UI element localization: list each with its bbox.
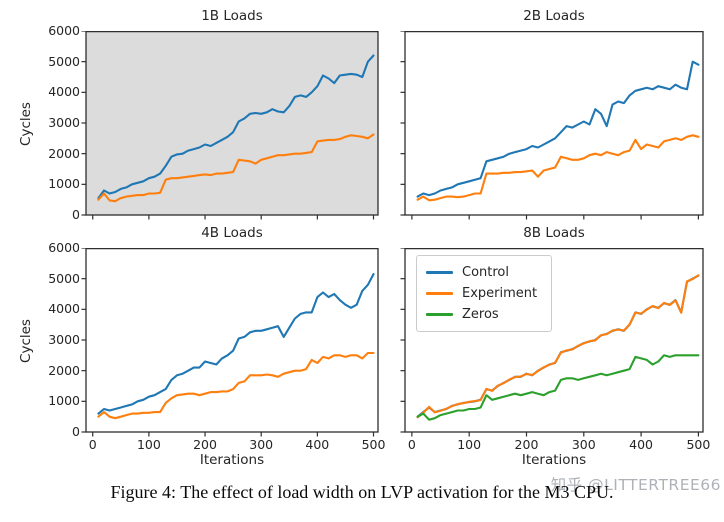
line-control [416, 60, 700, 198]
panel-title-8b: 8B Loads [523, 225, 585, 241]
legend-label-control: Control [462, 265, 509, 280]
y-tick-label: 6000 [48, 23, 80, 38]
y-tick-label: 1000 [48, 176, 80, 192]
x-tick-label: 100 [457, 437, 482, 452]
plot-1b-loads [81, 31, 379, 220]
x-tick-label: 0 [88, 437, 97, 452]
y-tick-label: 2000 [48, 362, 80, 378]
y-tick-label: 4000 [48, 301, 80, 317]
figure-caption: Figure 4: The effect of load width on LV… [110, 482, 614, 502]
legend-item-control: Control [426, 262, 537, 283]
plot-background [405, 31, 703, 215]
y-tick-label: 5000 [48, 53, 80, 69]
panel-title-2b: 2B Loads [523, 8, 585, 24]
y-tick-label: 1000 [48, 393, 80, 409]
line-control [97, 273, 375, 415]
x-axis-label-left: Iterations [199, 452, 265, 468]
watermark: 知乎 @LITTERTREE66 [550, 476, 721, 494]
y-tick-label: 6000 [48, 240, 80, 255]
plot-border [85, 248, 379, 433]
plot-border [85, 31, 379, 216]
x-tick-label: 200 [193, 437, 217, 452]
line-experiment [97, 133, 375, 203]
legend-item-zeros: Zeros [426, 304, 537, 325]
y-tick-label: 2000 [48, 145, 80, 161]
x-tick-label: 400 [629, 437, 654, 452]
x-tick-label: 300 [571, 437, 596, 452]
x-tick-label: 300 [249, 437, 274, 452]
x-axis-label-right: Iterations [521, 452, 587, 468]
y-tick-label: 3000 [48, 115, 80, 130]
x-tick-label: 500 [686, 437, 711, 452]
legend-item-experiment: Experiment [426, 283, 537, 304]
plot-border [404, 248, 704, 433]
control-line-swatch [426, 271, 453, 274]
line-experiment [97, 351, 375, 420]
line-control [97, 54, 375, 200]
line-zeros [416, 354, 700, 421]
y-tick-label: 5000 [48, 270, 80, 286]
plot-background [86, 248, 378, 432]
line-experiment [416, 134, 700, 202]
plot-background [86, 31, 378, 215]
legend-label-zeros: Zeros [462, 307, 499, 322]
zeros-line-swatch [426, 313, 453, 316]
panel-title-4b: 4B Loads [201, 225, 263, 241]
plot-2b-loads [400, 31, 704, 220]
x-tick-label: 100 [136, 437, 161, 452]
x-tick-label: 0 [407, 437, 416, 452]
experiment-line-swatch [426, 292, 453, 295]
plot-border [404, 31, 704, 216]
y-tick-label: 0 [72, 424, 80, 439]
legend-label-experiment: Experiment [462, 286, 538, 301]
panel-title-1b: 1B Loads [201, 8, 263, 24]
plot-4b-loads [81, 248, 379, 437]
legend: Control Experiment Zeros [416, 255, 553, 332]
y-tick-label: 0 [72, 207, 80, 222]
x-tick-label: 200 [514, 437, 539, 452]
x-tick-label: 500 [361, 437, 386, 452]
y-tick-label: 4000 [48, 84, 80, 100]
line-experiment [416, 274, 700, 419]
x-tick-label: 400 [305, 437, 330, 452]
y-tick-label: 3000 [48, 332, 80, 347]
